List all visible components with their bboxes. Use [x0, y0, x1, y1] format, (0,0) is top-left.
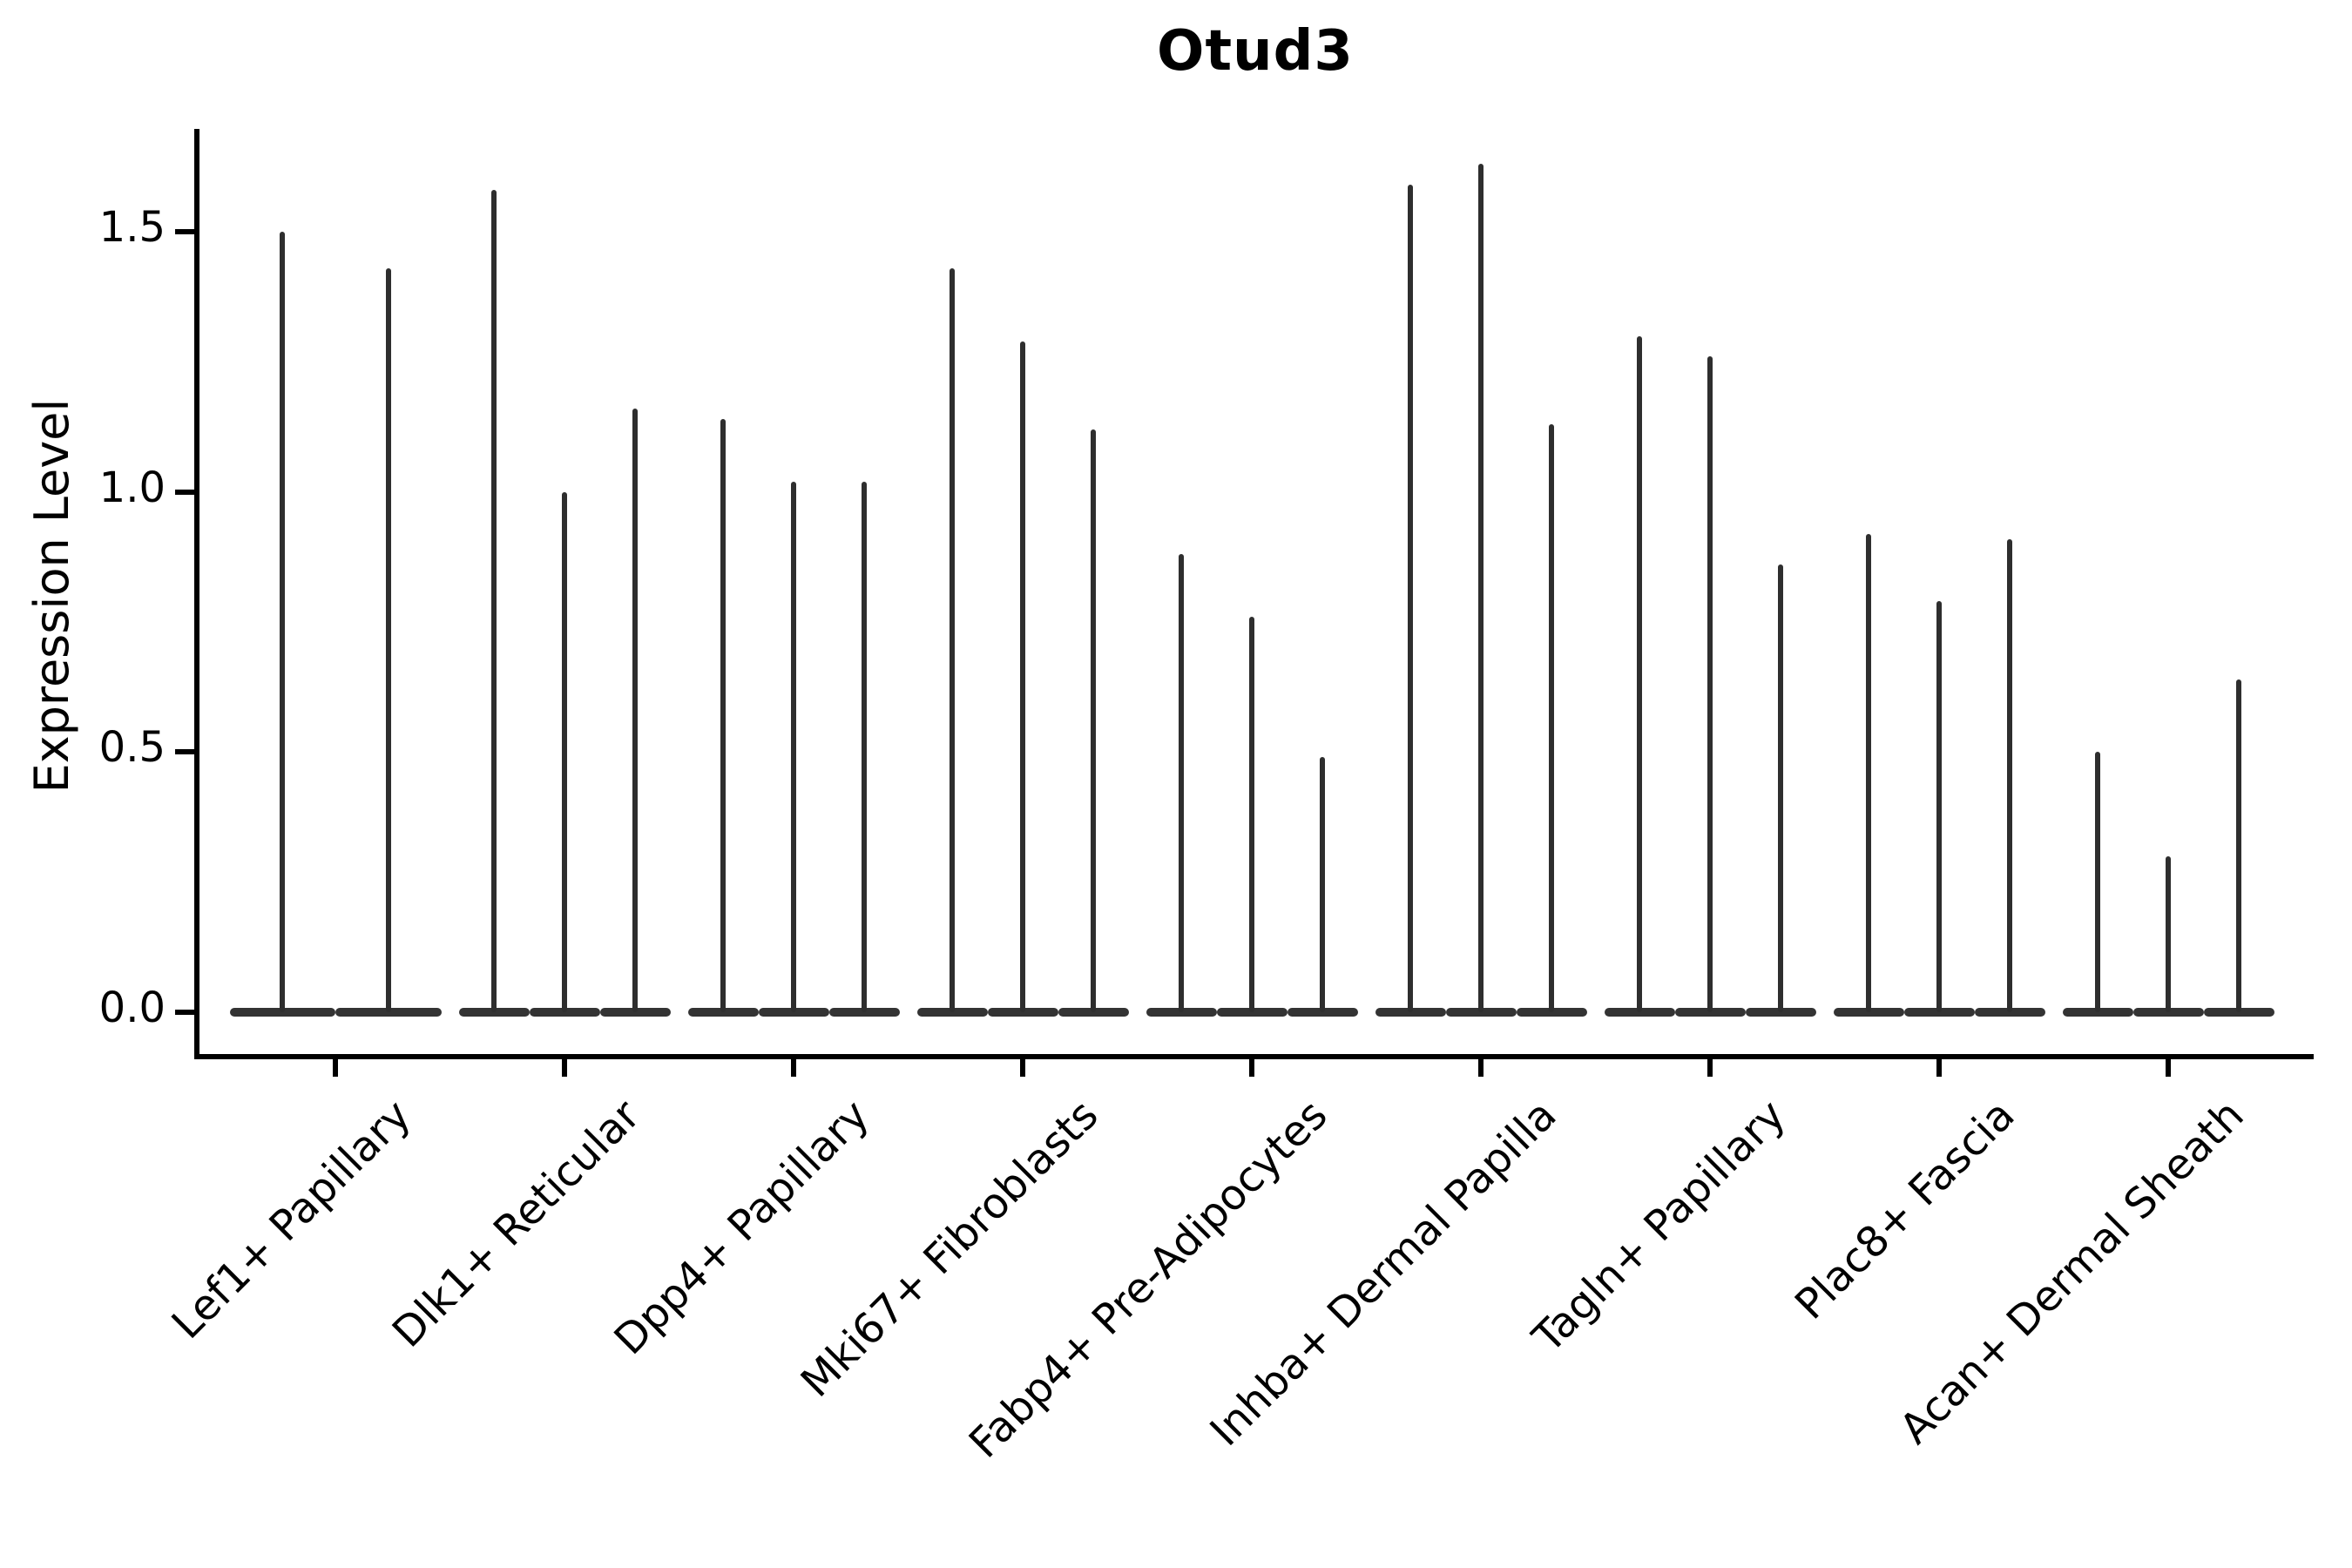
chart-title: Otud3 [1157, 19, 1354, 84]
y-tick-label: 1.5 [98, 203, 166, 253]
violin-spike [280, 232, 286, 1012]
violin-body [987, 1008, 1058, 1017]
x-tick-mark [2166, 1054, 2171, 1077]
violin-spike [1707, 356, 1713, 1012]
violin-body [1216, 1008, 1288, 1017]
violin-body [458, 1008, 530, 1017]
violin-spike [1866, 533, 1871, 1012]
x-tick-label: Tagln+ Papillary [1523, 1091, 1795, 1362]
y-tick-mark [175, 749, 197, 755]
x-tick-label: Lef1+ Papillary [162, 1091, 421, 1348]
y-axis-label: Expression Level [24, 398, 79, 794]
violin-body [1833, 1008, 1904, 1017]
violin-spike [1478, 164, 1484, 1012]
y-tick-label: 1.0 [98, 463, 166, 512]
x-tick-label: Dlk1+ Reticular [382, 1091, 650, 1357]
violin-spike [1408, 185, 1413, 1012]
violin-body [1058, 1008, 1129, 1017]
y-tick-mark [175, 1010, 197, 1015]
violin-body [2062, 1008, 2133, 1017]
violin-body [1287, 1008, 1358, 1017]
violin-spike [632, 409, 638, 1012]
violin-spike [1549, 424, 1554, 1012]
x-tick-mark [1249, 1054, 1254, 1077]
violin-spike [2007, 538, 2012, 1012]
violin-body [599, 1008, 671, 1017]
violin-body [1903, 1008, 1975, 1017]
violin-body [1745, 1008, 1816, 1017]
x-tick-label: Acan+ Dermal Sheath [1890, 1091, 2254, 1454]
violin-spike [2095, 752, 2100, 1012]
y-tick-mark [175, 229, 197, 235]
x-tick-mark [1936, 1054, 1942, 1077]
x-tick-mark [791, 1054, 796, 1077]
violin-spike [1778, 564, 1783, 1012]
violin-spike [862, 481, 867, 1012]
x-tick-mark [333, 1054, 338, 1077]
y-tick-mark [175, 489, 197, 495]
violin-spike [1936, 601, 1942, 1012]
violin-body [1375, 1008, 1446, 1017]
violin-body [1445, 1008, 1517, 1017]
violin-spike [1249, 617, 1254, 1012]
x-tick-mark [1478, 1054, 1484, 1077]
violin-spike [491, 190, 497, 1012]
x-tick-label: Mki67+ Fibroblasts [791, 1091, 1108, 1407]
violin-body [1674, 1008, 1746, 1017]
y-axis-spine [194, 129, 199, 1059]
x-tick-label: Inhba+ Dermal Papilla [1200, 1091, 1566, 1456]
y-tick-label: 0.5 [98, 723, 166, 773]
x-tick-mark [1020, 1054, 1025, 1077]
violin-spike [1637, 335, 1642, 1012]
violin-spike [2166, 855, 2171, 1012]
violin-body [828, 1008, 900, 1017]
violin-body [687, 1008, 759, 1017]
violin-body [1974, 1008, 2045, 1017]
violin-spike [562, 491, 567, 1012]
violin-body [758, 1008, 829, 1017]
violin-body [1604, 1008, 1675, 1017]
x-tick-label: Fabp4+ Pre-Adipocytes [959, 1091, 1337, 1468]
violin-body [2132, 1008, 2204, 1017]
violin-spike [1320, 757, 1325, 1012]
violin-body [1146, 1008, 1217, 1017]
x-tick-label: Dpp4+ Papillary [605, 1091, 879, 1365]
violin-spike [950, 267, 955, 1012]
violin-body [335, 1008, 442, 1017]
violin-spike [791, 481, 796, 1012]
violin-spike [1179, 554, 1184, 1012]
x-tick-label: Plac8+ Fascia [1786, 1091, 2024, 1329]
violin-body [529, 1008, 600, 1017]
violin-body [916, 1008, 988, 1017]
violin-body [1516, 1008, 1587, 1017]
x-tick-mark [562, 1054, 567, 1077]
violin-spike [720, 419, 726, 1012]
violin-spike [1020, 341, 1025, 1012]
violin-body [229, 1008, 335, 1017]
violin-body [2203, 1008, 2274, 1017]
violin-spike [1091, 429, 1096, 1012]
violin-spike [385, 267, 391, 1012]
violin-spike [2236, 679, 2241, 1012]
y-tick-label: 0.0 [98, 983, 166, 1032]
x-tick-mark [1707, 1054, 1713, 1077]
